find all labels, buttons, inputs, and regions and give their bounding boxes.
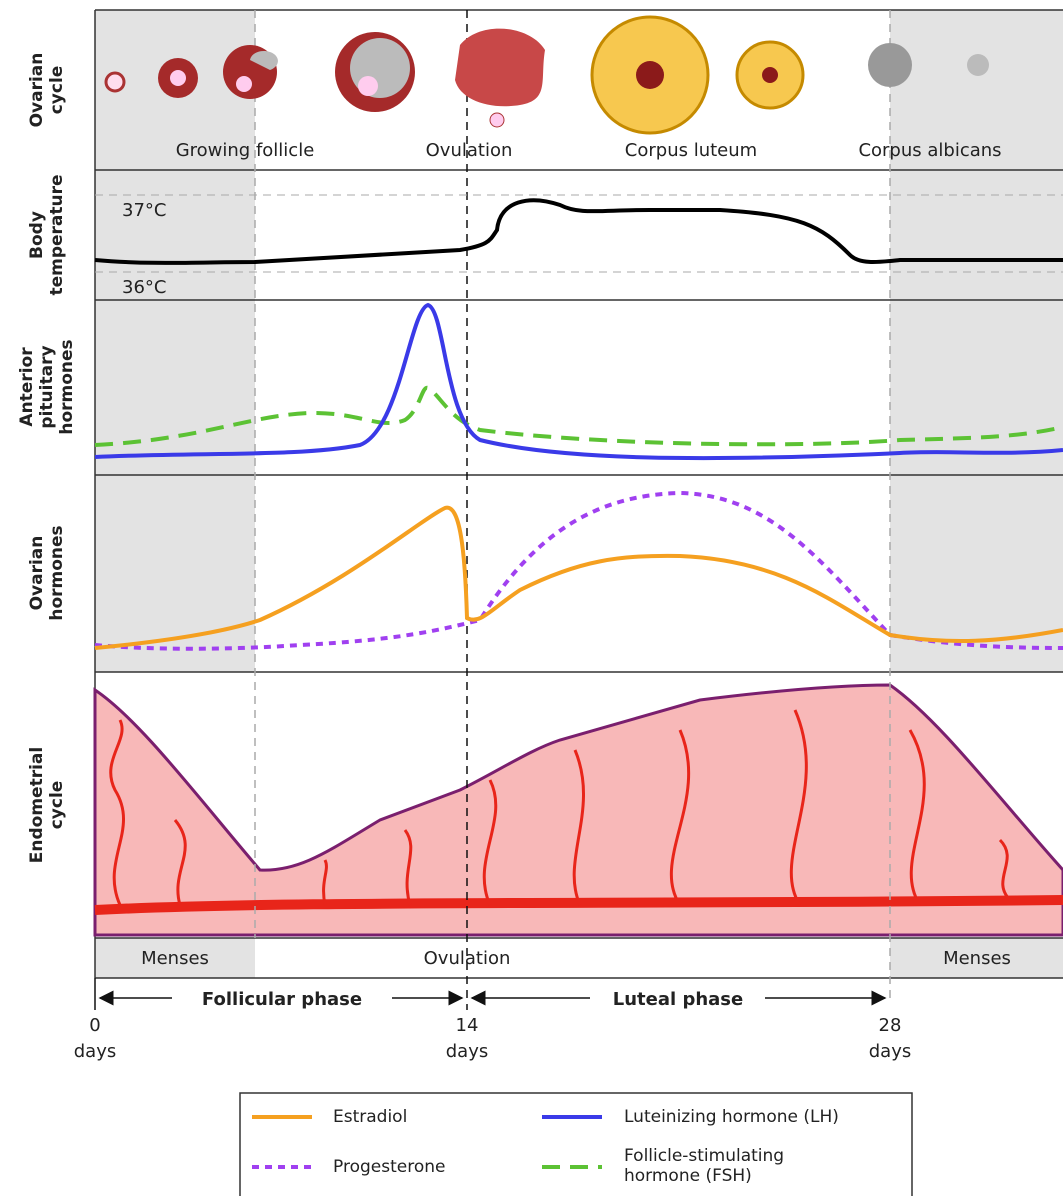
page: OvariancycleBodytemperatureAnteriorpitui… [0, 0, 1063, 1196]
temp-label: 37°C [122, 200, 166, 221]
row-label: Ovarianhormones [27, 525, 67, 620]
row-label-line: Anterior [17, 347, 37, 427]
row-label-line: Ovarian [27, 536, 47, 611]
menses-shade [890, 10, 1063, 672]
row-label-line: Endometrial [27, 747, 47, 863]
day-value: 14 [456, 1015, 479, 1036]
row-label-line: temperature [47, 174, 67, 295]
timeline-label: Menses [943, 948, 1011, 969]
row-label-line: hormones [57, 339, 77, 434]
legend-label: Estradiol [333, 1107, 407, 1127]
row-label: Bodytemperature [27, 174, 67, 295]
menses-shade [95, 10, 255, 672]
day-value: 28 [879, 1015, 902, 1036]
stage-label: Corpus albicans [858, 140, 1001, 161]
row-label: Endometrialcycle [27, 747, 67, 863]
row-label-line: Body [27, 211, 47, 259]
phase-label: Luteal phase [613, 989, 743, 1010]
stage-label: Growing follicle [176, 140, 315, 161]
day-unit: days [446, 1041, 489, 1062]
day-unit: days [74, 1041, 117, 1062]
row-label-line: cycle [47, 781, 67, 830]
stage-label: Corpus luteum [625, 140, 757, 161]
row-label-line: Ovarian [27, 53, 47, 128]
row-label-line: hormones [47, 525, 67, 620]
temp-label: 36°C [122, 277, 166, 298]
stage-label: Ovulation [426, 140, 513, 161]
row-label: Ovariancycle [27, 53, 67, 128]
row-labels: OvariancycleBodytemperatureAnteriorpitui… [17, 53, 77, 864]
phase-label: Follicular phase [202, 989, 362, 1010]
day-unit: days [869, 1041, 912, 1062]
day-value: 0 [89, 1015, 100, 1036]
row-label: Anteriorpituitaryhormones [17, 339, 77, 434]
legend-label: Luteinizing hormone (LH) [624, 1107, 839, 1127]
row-label-line: cycle [47, 66, 67, 115]
legend-label: Follicle-stimulating hormone (FSH) [624, 1146, 864, 1186]
timeline-label: Ovulation [424, 948, 511, 969]
row-label-line: pituitary [37, 345, 57, 428]
legend-label: Progesterone [333, 1157, 445, 1177]
timeline-label: Menses [141, 948, 209, 969]
diagram: OvariancycleBodytemperatureAnteriorpitui… [0, 0, 1063, 1196]
